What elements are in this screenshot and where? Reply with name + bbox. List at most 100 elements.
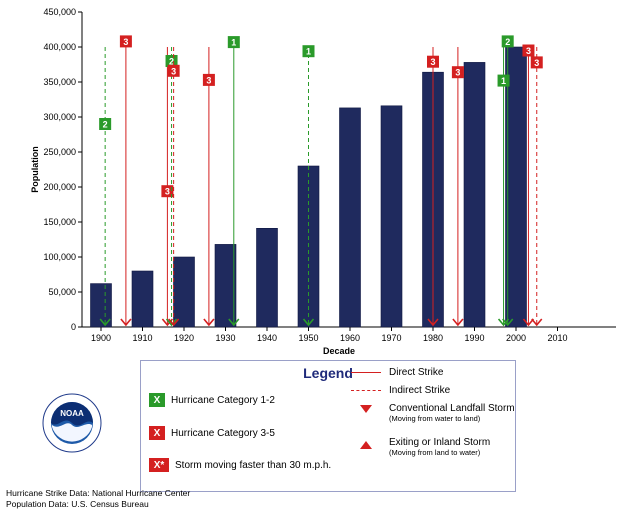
y-tick-label: 0 — [71, 322, 76, 332]
cat35-label: Hurricane Category 3-5 — [171, 427, 275, 439]
legend-title: Legend — [303, 365, 353, 381]
landfall-arrow-icon — [228, 318, 240, 327]
legend-cat12: X Hurricane Category 1-2 — [149, 393, 275, 407]
x-tick-label: 1950 — [298, 333, 318, 343]
landfall-arrow-icon — [427, 318, 439, 327]
landfall-arrow-icon — [99, 318, 111, 327]
category-badge — [227, 36, 240, 49]
y-tick-label: 350,000 — [43, 77, 76, 87]
landfall-arrow-icon — [497, 318, 510, 327]
storm-marker: 3 — [522, 44, 535, 327]
category-badge — [161, 185, 174, 198]
category-badge-label: 1 — [306, 47, 311, 57]
bar — [256, 228, 278, 328]
category-badge-label: 3 — [206, 75, 211, 85]
category-badge — [119, 35, 132, 48]
indirect-label: Indirect Strike — [389, 385, 451, 396]
category-badge — [522, 44, 535, 57]
bar — [173, 256, 195, 328]
landfall-arrow-icon — [302, 318, 315, 327]
category-badge-label: 3 — [455, 68, 460, 78]
category-badge — [451, 66, 464, 79]
bar — [214, 244, 237, 328]
cat35-badge: X — [149, 426, 165, 440]
bar — [90, 283, 112, 328]
noaa-logo: NOAA — [42, 393, 102, 453]
landfall-arrow-icon — [522, 318, 535, 327]
x-tick-label: 1940 — [257, 333, 277, 343]
landfall-arrow-icon — [203, 318, 215, 327]
category-badge — [202, 73, 215, 86]
x-tick-label: 1960 — [340, 333, 360, 343]
noaa-logo-text: NOAA — [60, 409, 84, 418]
storm-marker: 1 — [302, 45, 315, 327]
storm-marker: 3 — [119, 35, 132, 327]
legend-exiting: Exiting or Inland Storm (Moving from lan… — [351, 437, 490, 457]
y-tick-label: 50,000 — [48, 287, 76, 297]
storm-marker: 2 — [99, 47, 112, 327]
exiting-label: Exiting or Inland Storm — [389, 437, 491, 448]
bar — [505, 46, 527, 328]
legend-fast: X* Storm moving faster than 30 m.p.h. — [149, 458, 331, 472]
landfall-arrow-icon — [168, 318, 180, 327]
exiting-sub: (Moving from land to water) — [389, 448, 481, 457]
x-tick-label: 2000 — [506, 333, 526, 343]
landfall-arrow-icon — [531, 318, 543, 327]
landfall-arrow-icon — [502, 318, 514, 327]
landfall-arrow-icon — [360, 405, 372, 413]
landfall-arrow-icon — [165, 318, 178, 327]
landfall-sub: (Moving from water to land) — [389, 414, 481, 423]
category-badge-label: 2 — [505, 37, 510, 47]
bar — [131, 270, 154, 328]
category-badge-label: 3 — [534, 58, 539, 68]
data-sources: Hurricane Strike Data: National Hurrican… — [6, 488, 190, 510]
legend-indirect: Indirect Strike — [351, 385, 450, 396]
fast-label: Storm moving faster than 30 m.p.h. — [175, 459, 332, 471]
legend-cat35: X Hurricane Category 3-5 — [149, 426, 275, 440]
legend-direct: Direct Strike — [351, 367, 443, 378]
x-tick-label: 1970 — [381, 333, 401, 343]
bar — [339, 107, 361, 328]
x-tick-label: 1980 — [423, 333, 443, 343]
category-badge — [501, 35, 514, 48]
category-badge-label: 1 — [231, 38, 236, 48]
category-badge-label: 2 — [169, 57, 174, 67]
legend-landfall: Conventional Landfall Storm (Moving from… — [351, 403, 515, 423]
y-tick-label: 150,000 — [43, 217, 76, 227]
category-badge-label: 1 — [501, 76, 506, 86]
direct-label: Direct Strike — [389, 367, 444, 378]
bar — [463, 62, 486, 328]
y-tick-label: 450,000 — [43, 7, 76, 17]
legend: Legend X Hurricane Category 1-2 X Hurric… — [140, 360, 516, 492]
landfall-arrow-icon — [120, 318, 132, 327]
chart: 0 50,000 100,000 150,000 200,000 250,000 300,0… — [30, 7, 616, 356]
category-badge-label: 3 — [171, 66, 176, 76]
landfall-arrow-icon — [452, 318, 464, 327]
category-badge — [427, 55, 439, 68]
category-badge-label: 3 — [430, 57, 435, 67]
storm-marker: 3 — [167, 47, 180, 327]
x-tick-label: 1900 — [91, 333, 111, 343]
source-hurricane: Hurricane Strike Data: National Hurrican… — [6, 488, 191, 498]
source-population: Population Data: U.S. Census Bureau — [6, 499, 149, 509]
cat12-badge: X — [149, 393, 165, 407]
category-badge — [165, 55, 178, 67]
direct-line-swatch — [351, 372, 381, 373]
y-tick-label: 300,000 — [43, 112, 76, 122]
x-tick-label: 1930 — [215, 333, 235, 343]
storm-marker: 3 — [530, 47, 543, 327]
category-badge — [302, 45, 315, 58]
landfall-label: Conventional Landfall Storm — [389, 403, 515, 414]
x-tick-label: 1910 — [132, 333, 152, 343]
storm-marker: 3 — [202, 47, 215, 327]
x-tick-label: 1990 — [464, 333, 484, 343]
storm-marker: 3 — [451, 47, 464, 327]
storm-marker: 1 — [227, 36, 240, 327]
category-badge-label: 2 — [103, 120, 108, 130]
storm-marker: 2 — [165, 47, 178, 327]
y-tick-label: 100,000 — [43, 252, 76, 262]
storm-marker: 1 — [497, 47, 510, 327]
category-badge — [530, 56, 543, 69]
storm-marker: 2 — [501, 35, 514, 327]
bar — [380, 105, 403, 328]
